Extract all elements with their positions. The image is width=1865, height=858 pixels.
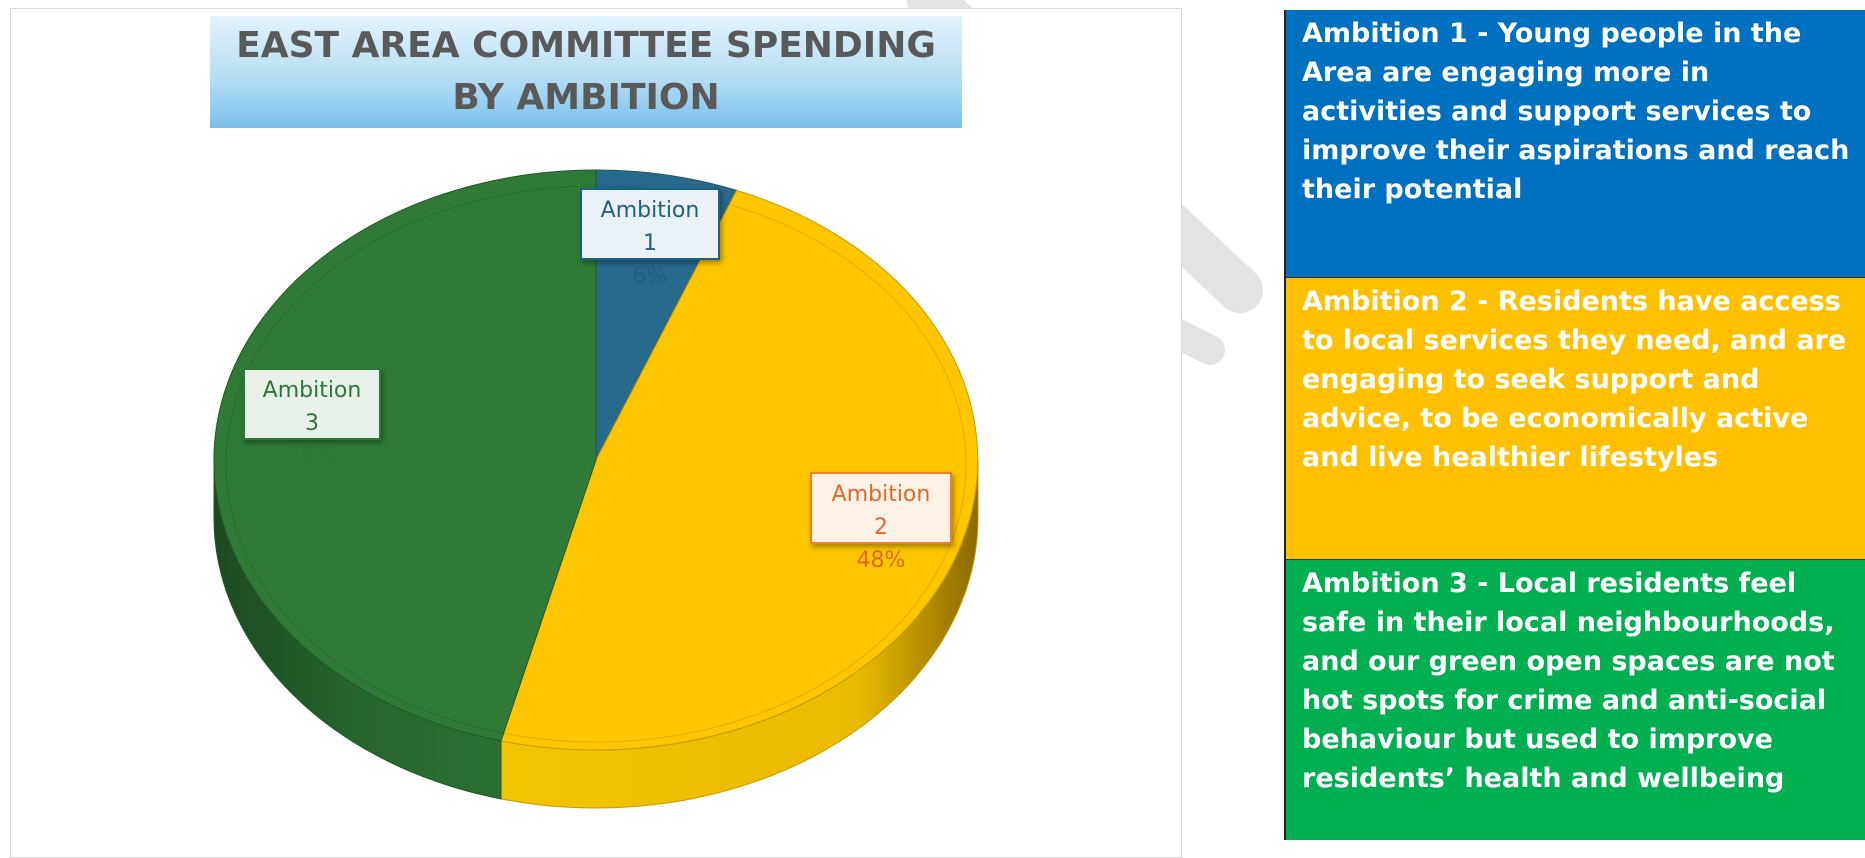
ambition-2-description: Ambition 2 - Residents have access to lo…	[1286, 278, 1865, 560]
ambition-3-description: Ambition 3 - Local residents feel safe i…	[1286, 560, 1865, 840]
ambition-descriptions-panel: Ambition 1 - Young people in the Area ar…	[1284, 10, 1865, 840]
data-label-ambition-1-value: 6%	[632, 264, 668, 289]
pie-slice-ambition-3	[213, 169, 597, 742]
data-label-ambition-3-name: Ambition 3	[262, 378, 362, 436]
data-label-ambition-2-name: Ambition 2	[831, 482, 931, 540]
pie-slice-ambition-2	[500, 189, 979, 751]
data-label-ambition-3: Ambition 3 46%	[243, 368, 381, 469]
pie-chart	[213, 169, 979, 809]
chart-title: EAST AREA COMMITTEE SPENDING BY AMBITION	[210, 16, 962, 128]
data-label-ambition-1: Ambition 1 6%	[580, 188, 720, 289]
pie-bevel	[225, 185, 967, 743]
data-label-ambition-3-value: 46%	[287, 444, 337, 469]
data-label-ambition-2-value: 48%	[856, 548, 906, 573]
data-label-ambition-2: Ambition 2 48%	[810, 472, 952, 573]
data-label-ambition-1-name: Ambition 1	[600, 198, 700, 256]
ambition-1-description: Ambition 1 - Young people in the Area ar…	[1286, 10, 1865, 278]
